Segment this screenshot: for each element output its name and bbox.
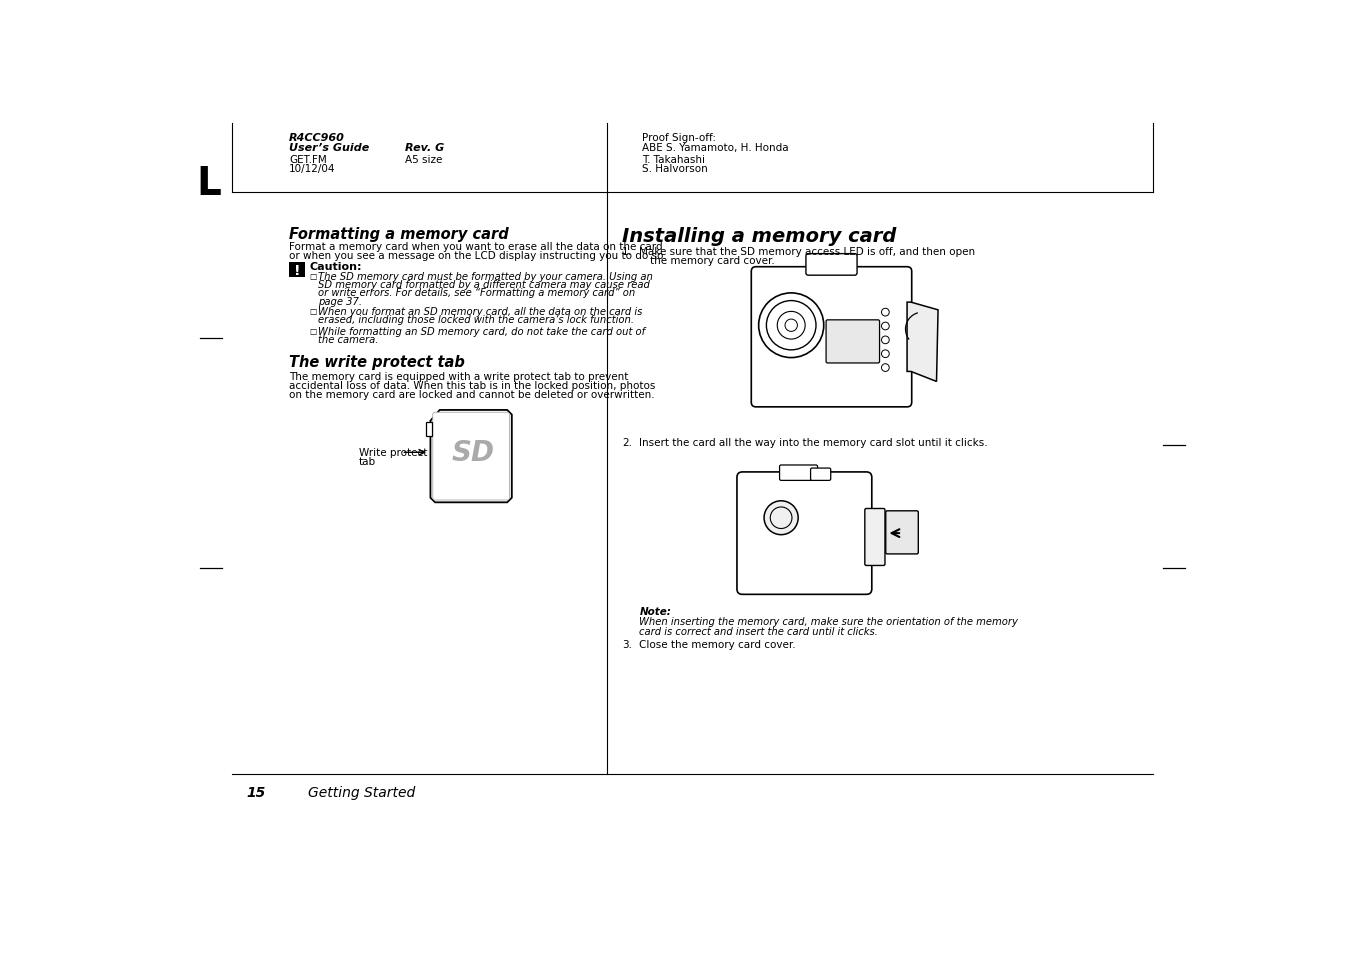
Text: page 37.: page 37. — [319, 296, 362, 307]
Text: GET.FM: GET.FM — [289, 154, 327, 164]
Text: T. Takahashi: T. Takahashi — [642, 154, 705, 164]
Polygon shape — [431, 411, 512, 503]
Text: SD memory card formatted by a different camera may cause read: SD memory card formatted by a different … — [319, 280, 650, 290]
Text: card is correct and insert the card until it clicks.: card is correct and insert the card unti… — [639, 626, 878, 636]
Text: When you format an SD memory card, all the data on the card is: When you format an SD memory card, all t… — [319, 307, 643, 316]
Text: While formatting an SD memory card, do not take the card out of: While formatting an SD memory card, do n… — [319, 327, 646, 336]
FancyBboxPatch shape — [751, 268, 912, 408]
Text: Insert the card all the way into the memory card slot until it clicks.: Insert the card all the way into the mem… — [639, 437, 988, 447]
FancyBboxPatch shape — [886, 511, 919, 555]
Text: The memory card is equipped with a write protect tab to prevent: The memory card is equipped with a write… — [289, 372, 628, 381]
FancyBboxPatch shape — [432, 413, 509, 500]
FancyBboxPatch shape — [736, 473, 871, 595]
Text: the memory card cover.: the memory card cover. — [650, 256, 775, 266]
FancyBboxPatch shape — [807, 254, 857, 275]
FancyBboxPatch shape — [811, 469, 831, 481]
Text: 1.: 1. — [623, 247, 632, 256]
Text: SD: SD — [451, 438, 494, 467]
Text: 10/12/04: 10/12/04 — [289, 164, 335, 173]
FancyBboxPatch shape — [825, 320, 880, 364]
Text: The SD memory card must be formatted by your camera. Using an: The SD memory card must be formatted by … — [319, 272, 654, 281]
Text: accidental loss of data. When this tab is in the locked position, photos: accidental loss of data. When this tab i… — [289, 380, 655, 391]
Text: S. Halvorson: S. Halvorson — [642, 164, 708, 173]
Text: on the memory card are locked and cannot be deleted or overwritten.: on the memory card are locked and cannot… — [289, 390, 655, 399]
Text: ABE S. Yamamoto, H. Honda: ABE S. Yamamoto, H. Honda — [642, 143, 788, 152]
Circle shape — [881, 364, 889, 372]
Text: Formatting a memory card: Formatting a memory card — [289, 227, 509, 242]
Text: Note:: Note: — [639, 607, 671, 617]
Text: 3.: 3. — [623, 639, 632, 650]
Polygon shape — [907, 303, 938, 382]
Text: User’s Guide: User’s Guide — [289, 143, 369, 152]
Text: When inserting the memory card, make sure the orientation of the memory: When inserting the memory card, make sur… — [639, 617, 1019, 627]
Text: L: L — [197, 164, 222, 202]
Text: or when you see a message on the LCD display instructing you to do so.: or when you see a message on the LCD dis… — [289, 251, 666, 260]
Text: Getting Started: Getting Started — [308, 785, 416, 799]
Text: Rev. G: Rev. G — [405, 143, 444, 152]
Text: The write protect tab: The write protect tab — [289, 355, 465, 370]
Bar — [289, 263, 304, 278]
Text: □: □ — [309, 327, 316, 335]
Text: □: □ — [309, 272, 316, 280]
Circle shape — [881, 323, 889, 331]
Text: A5 size: A5 size — [405, 154, 443, 164]
Text: Make sure that the SD memory access LED is off, and then open: Make sure that the SD memory access LED … — [639, 247, 975, 256]
Text: tab: tab — [359, 456, 376, 467]
Text: Proof Sign-off:: Proof Sign-off: — [642, 132, 716, 143]
Circle shape — [765, 501, 798, 535]
Text: R4CC960: R4CC960 — [289, 132, 345, 143]
Text: □: □ — [309, 307, 316, 315]
Text: Installing a memory card: Installing a memory card — [623, 227, 897, 246]
Text: the camera.: the camera. — [319, 335, 378, 345]
Bar — [426, 423, 432, 436]
Text: erased, including those locked with the camera’s lock function.: erased, including those locked with the … — [319, 315, 635, 325]
Text: Caution:: Caution: — [309, 262, 362, 272]
Circle shape — [881, 336, 889, 344]
Circle shape — [881, 351, 889, 358]
Text: or write errors. For details, see “Formatting a memory card” on: or write errors. For details, see “Forma… — [319, 288, 636, 298]
Text: Write protect: Write protect — [359, 447, 427, 457]
FancyBboxPatch shape — [780, 465, 817, 481]
Text: Close the memory card cover.: Close the memory card cover. — [639, 639, 796, 650]
Text: 2.: 2. — [623, 437, 632, 447]
Circle shape — [881, 309, 889, 316]
FancyBboxPatch shape — [865, 509, 885, 566]
Text: Format a memory card when you want to erase all the data on the card: Format a memory card when you want to er… — [289, 241, 662, 252]
Text: !: ! — [293, 264, 300, 277]
Text: 15: 15 — [246, 785, 266, 799]
